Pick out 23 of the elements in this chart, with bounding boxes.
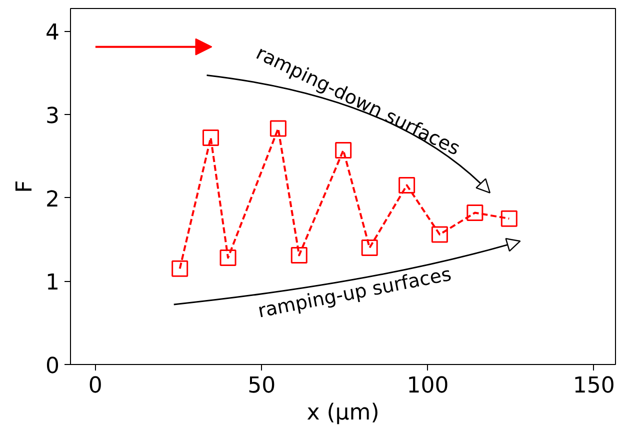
point xyxy=(290,247,308,264)
x-tick-label: 100 xyxy=(406,374,449,398)
y-tick-label: 1 xyxy=(46,270,60,296)
x-axis-title: x (µm) xyxy=(306,400,380,426)
y-tick-label: 0 xyxy=(46,354,60,379)
point xyxy=(431,226,448,243)
y-axis-title: F xyxy=(12,180,38,193)
point xyxy=(361,240,378,256)
y-tick-label: 4 xyxy=(46,20,60,46)
point xyxy=(220,250,236,266)
x-tick-label: 150 xyxy=(572,374,615,398)
point xyxy=(172,260,188,277)
annotation: ramping-up surfaces xyxy=(256,263,454,322)
y-tick-label: 2 xyxy=(46,187,60,212)
x-tick-label: 50 xyxy=(248,374,276,398)
point xyxy=(466,204,484,222)
y-tick-label: 3 xyxy=(46,104,60,129)
point xyxy=(335,142,352,158)
point xyxy=(398,177,416,194)
point xyxy=(500,210,518,227)
x-tick-label: 0 xyxy=(88,374,102,398)
point xyxy=(202,129,219,146)
point xyxy=(270,120,286,137)
